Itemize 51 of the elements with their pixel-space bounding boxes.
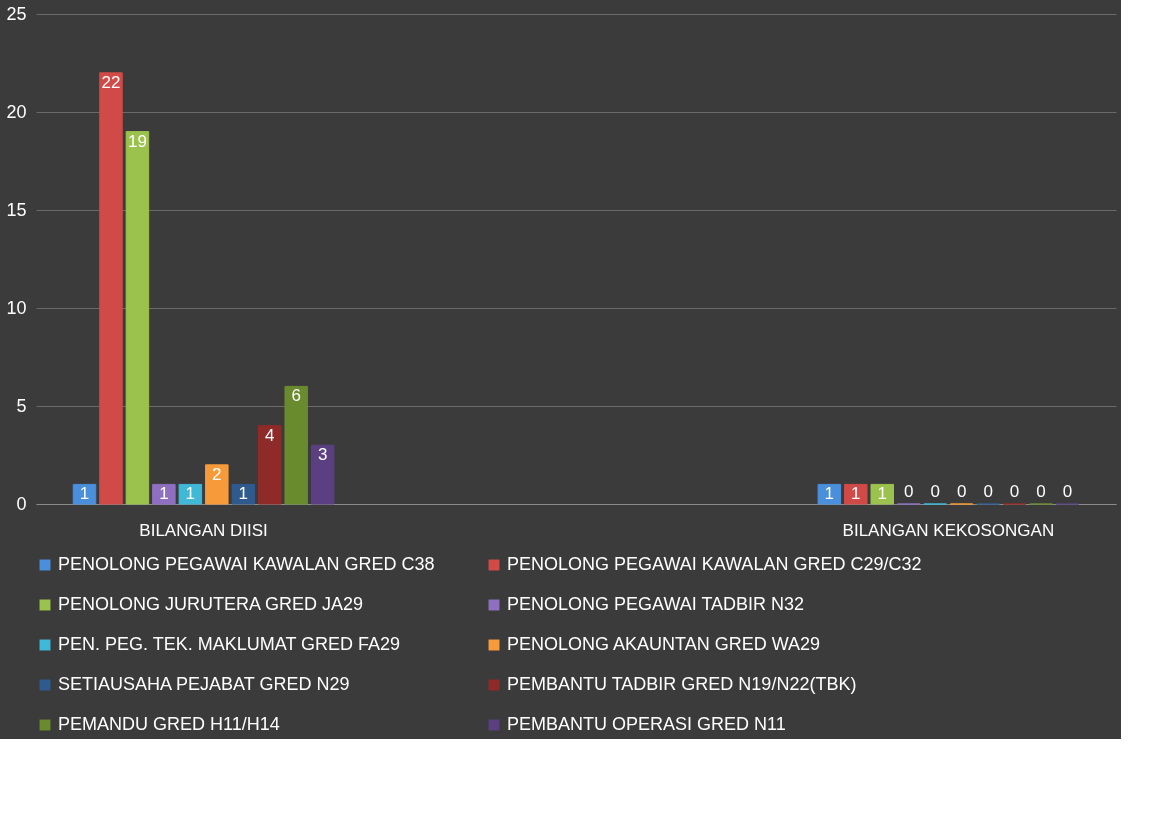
x-tick-label: BILANGAN KEKOSONGAN — [842, 520, 1055, 540]
legend-label: PENOLONG JURUTERA GRED JA29 — [58, 594, 364, 614]
data-label: 0 — [1009, 482, 1020, 501]
bar — [178, 483, 203, 505]
data-label: 4 — [265, 425, 275, 445]
data-label: 2 — [212, 464, 222, 484]
legend-label: PEMBANTU TADBIR GRED N19/N22(TBK) — [507, 674, 857, 694]
data-label: 0 — [1062, 482, 1073, 501]
bar — [310, 444, 335, 505]
bar — [205, 464, 229, 505]
data-label: 1 — [824, 484, 835, 504]
legend-label: SETIAUSAHA PEJABAT GRED N29 — [58, 674, 350, 694]
legend-label: PEN. PEG. TEK. MAKLUMAT GRED FA29 — [58, 634, 401, 654]
data-label: 1 — [185, 484, 196, 504]
bar — [258, 425, 282, 505]
y-tick-label: 20 — [6, 101, 27, 122]
bar — [284, 385, 308, 505]
data-label: 1 — [851, 484, 861, 504]
x-tick-label: BILANGAN DIISI — [139, 520, 268, 540]
bar — [99, 72, 123, 505]
bar — [125, 131, 150, 505]
y-tick-label: 5 — [16, 395, 27, 416]
y-tick-label: 25 — [6, 3, 27, 24]
bar — [844, 483, 868, 505]
bar — [72, 483, 97, 505]
bar — [152, 483, 176, 505]
data-label: 0 — [903, 482, 914, 501]
y-tick-label: 10 — [6, 297, 27, 318]
data-label: 1 — [79, 484, 90, 504]
legend-label: PENOLONG PEGAWAI TADBIR N32 — [507, 594, 805, 614]
legend-label: PENOLONG AKAUNTAN GRED WA29 — [507, 634, 821, 654]
bar — [817, 483, 842, 505]
data-label: 1 — [159, 484, 169, 504]
data-label: 6 — [291, 386, 301, 406]
data-label: 3 — [317, 445, 328, 465]
legend-label: PENOLONG PEGAWAI KAWALAN GRED C29/C32 — [507, 554, 922, 574]
legend-label: PENOLONG PEGAWAI KAWALAN GRED C38 — [58, 554, 435, 574]
legend-label: PEMBANTU OPERASI GRED N11 — [507, 714, 786, 734]
data-label: 1 — [877, 484, 887, 504]
data-label: 19 — [127, 131, 147, 151]
bar — [231, 483, 256, 505]
data-label: 0 — [983, 482, 993, 501]
data-label: 1 — [238, 484, 249, 504]
data-label: 22 — [101, 72, 121, 92]
legend-label: PEMANDU GRED H11/H14 — [58, 714, 280, 734]
data-label: 0 — [930, 482, 940, 501]
y-tick-label: 15 — [6, 199, 27, 220]
data-label: 0 — [1036, 482, 1046, 501]
y-tick-label: 0 — [16, 493, 27, 514]
bar — [870, 483, 894, 505]
data-label: 0 — [956, 482, 967, 501]
